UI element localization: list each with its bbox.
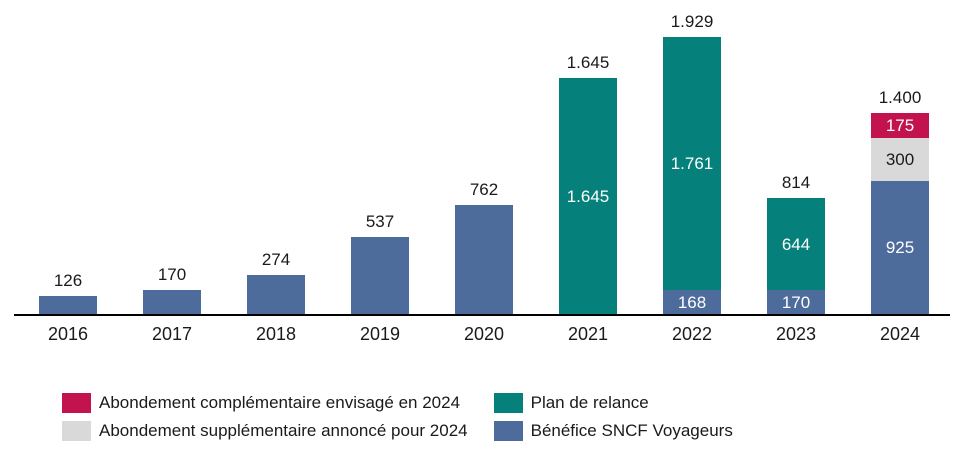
segment-teal-2021: 1.645 — [559, 78, 617, 314]
segment-value-label: 925 — [885, 238, 915, 257]
segment-value-label: 644 — [781, 234, 811, 254]
legend-swatch-teal — [493, 392, 523, 413]
bar-total-label: 537 — [365, 212, 395, 231]
x-axis-label: 2020 — [463, 324, 505, 344]
bar-group-2024: 925 300 175 1.400 2024 — [871, 88, 929, 344]
bar-total-label: 814 — [781, 173, 811, 192]
bar-total-label: 126 — [53, 271, 83, 290]
legend-label: Abondement complémentaire envisagé en 20… — [99, 393, 461, 412]
segment-value-label: 168 — [677, 292, 707, 312]
legend-label: Bénéfice SNCF Voyageurs — [530, 421, 733, 440]
bar-total-label: 1.929 — [670, 12, 714, 31]
legend-item-red: Abondement complémentaire envisagé en 20… — [62, 392, 468, 413]
x-axis-label: 2018 — [255, 324, 297, 344]
bar-total-label: 762 — [469, 180, 499, 199]
segment-blue-2019 — [351, 237, 409, 314]
segment-red-2024: 175 — [871, 113, 929, 138]
bar-total-label: 170 — [157, 265, 187, 284]
legend-swatch-red — [62, 392, 91, 413]
bar-group-2021: 1.645 1.645 2021 — [559, 53, 617, 344]
legend-item-gray: Abondement supplémentaire annoncé pour 2… — [62, 420, 468, 441]
segment-blue-2018 — [247, 275, 305, 314]
legend-item-blue: Bénéfice SNCF Voyageurs — [493, 420, 733, 441]
x-axis-label: 2016 — [47, 324, 89, 344]
bar-group-2017: 170 2017 — [143, 265, 201, 344]
legend-swatch-blue — [493, 420, 523, 441]
segment-blue-2016 — [39, 296, 97, 314]
segment-blue-2017 — [143, 290, 201, 314]
segment-teal-2022: 1.761 — [663, 37, 721, 290]
x-axis-label: 2021 — [567, 324, 609, 344]
x-axis-line — [14, 314, 950, 316]
bar-group-2023: 170 644 814 2023 — [767, 173, 825, 344]
legend-label: Plan de relance — [530, 393, 649, 412]
segment-blue-2024: 925 — [871, 181, 929, 314]
segment-teal-2023: 644 — [767, 198, 825, 290]
segment-blue-2022: 168 — [663, 290, 721, 314]
legend-swatch-gray — [62, 420, 91, 441]
x-axis-label: 2022 — [671, 324, 713, 344]
x-axis-label: 2024 — [879, 324, 921, 344]
legend-item-teal: Plan de relance — [493, 392, 733, 413]
bar-group-2018: 274 2018 — [247, 250, 305, 344]
segment-value-label: 175 — [885, 116, 915, 135]
legend-label: Abondement supplémentaire annoncé pour 2… — [99, 421, 468, 440]
bar-total-label: 1.400 — [878, 88, 922, 107]
x-axis-label: 2019 — [359, 324, 401, 344]
segment-blue-2020 — [455, 205, 513, 314]
bar-total-label: 1.645 — [566, 53, 610, 72]
segment-value-label: 1.761 — [670, 154, 714, 173]
legend: Abondement complémentaire envisagé en 20… — [62, 392, 733, 441]
bar-group-2020: 762 2020 — [455, 180, 513, 344]
bar-total-label: 274 — [261, 250, 291, 269]
bar-group-2019: 537 2019 — [351, 212, 409, 344]
segment-value-label: 170 — [781, 292, 811, 312]
bar-group-2022: 168 1.761 1.929 2022 — [663, 12, 721, 344]
segment-value-label: 300 — [885, 150, 915, 169]
segment-blue-2023: 170 — [767, 290, 825, 314]
segment-value-label: 1.645 — [566, 186, 610, 206]
bar-group-2016: 126 2016 — [39, 271, 97, 344]
x-axis-label: 2023 — [775, 324, 817, 344]
x-axis-label: 2017 — [151, 324, 193, 344]
segment-gray-2024: 300 — [871, 138, 929, 181]
plot-area: 126 2016 170 2017 274 2018 537 2019 762 2020 1.645… — [39, 12, 929, 344]
